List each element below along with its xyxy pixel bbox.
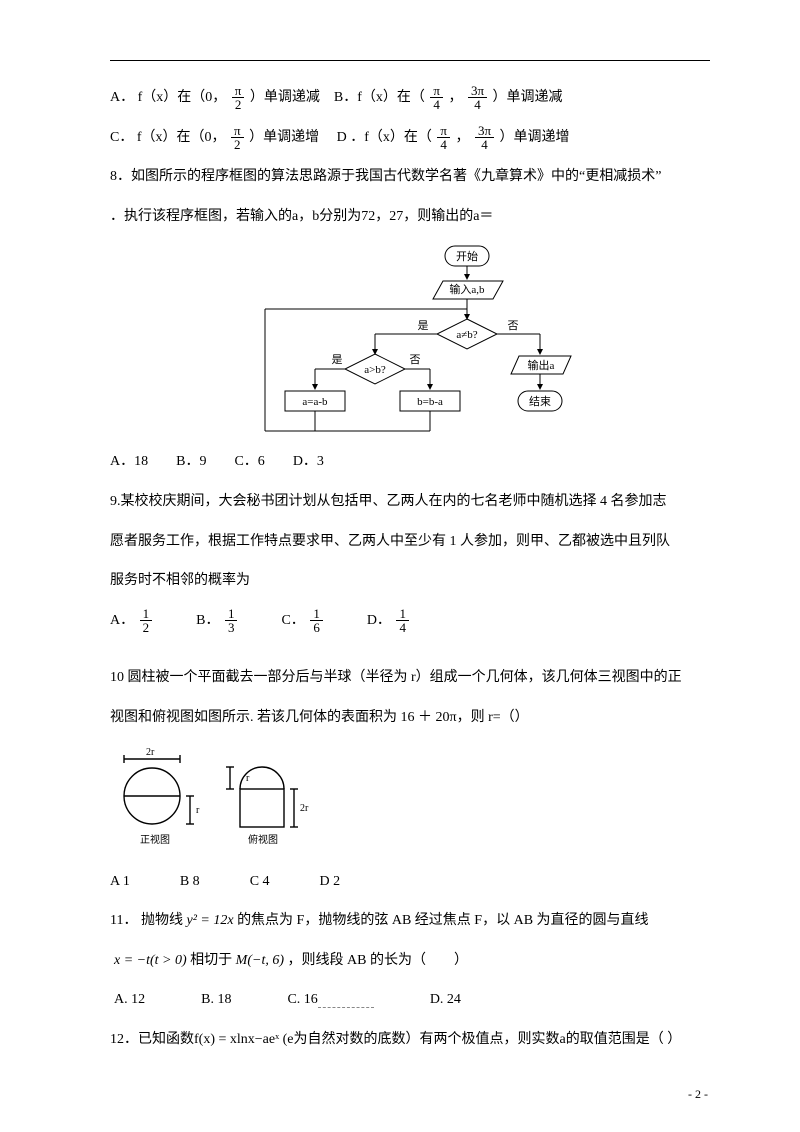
q11-optC: C. 16: [287, 983, 373, 1017]
q10-optA: A 1: [110, 865, 130, 899]
frac-3pi-4: 3π4: [468, 84, 487, 111]
q7-optC-suffix: ）单调递增: [249, 130, 319, 145]
q11-optD: D. 24: [430, 983, 461, 1017]
page-number: - 2 -: [688, 1087, 708, 1102]
flow-no1: 否: [508, 320, 519, 332]
q11-optA: A. 12: [114, 983, 145, 1017]
frac-3pi-4b: 3π4: [475, 124, 494, 151]
flow-cond2: a>b?: [364, 364, 386, 376]
q8-optA: A．18: [110, 445, 148, 479]
q11-optB: B. 18: [201, 983, 231, 1017]
flow-yes1: 是: [418, 319, 429, 332]
comma2: ，: [455, 130, 469, 145]
frac-pi-4b: π4: [437, 124, 450, 151]
q7-row2: C． f（x）在（0， π2 ）单调递增 D ．f（x）在（ π4 ， 3π4 …: [110, 121, 710, 155]
q7-optB-suffix: ）单调递减: [493, 90, 563, 105]
flow-cond1: a≠b?: [456, 329, 477, 341]
q11-line2: x = −t(t > 0) 相切于 M(−t, 6) ，则线段 AB 的长为（ …: [114, 944, 710, 978]
top-view-label: 俯视图: [248, 833, 278, 846]
q10-optD: D 2: [320, 865, 341, 899]
q10-optC: C 4: [250, 865, 270, 899]
frac-pi-2b: π2: [231, 124, 244, 151]
q11-line1: 11． 抛物线 y² = 12x 的焦点为 F，抛物线的弦 AB 经过焦点 F，…: [110, 904, 710, 938]
q12-text: 12．已知函数f(x) = xlnx−aeˣ (e为自然对数的底数）有两个极值点…: [110, 1023, 710, 1057]
q9-optC: C． 16: [281, 604, 324, 638]
q9-options: A． 12 B． 13 C． 16 D． 14: [110, 604, 710, 638]
page-content: A． f（x）在（0， π2 ）单调递减 B．f（x）在（ π4 ， 3π4 ）…: [0, 0, 800, 1103]
q7-optC-prefix: C． f（x）在（0，: [110, 130, 226, 145]
q8-optD: D．3: [293, 445, 324, 479]
q8-text2: ．执行该程序框图，若输入的a，b分别为72，27，则输出的a＝: [110, 200, 710, 234]
flow-start: 开始: [456, 249, 478, 263]
q9-optA: A． 12: [110, 604, 154, 638]
q9-text1: 9.某校校庆期间，大会秘书团计划从包括甲、乙两人在内的七名老师中随机选择 4 名…: [110, 485, 710, 519]
flow-input: 输入a,b: [449, 282, 485, 296]
q7-optD-prefix: D ．f（x）在（: [337, 130, 432, 145]
q7-optB-prefix: B．f（x）在（: [334, 90, 425, 105]
q7-optD-suffix: ）单调递增: [500, 130, 570, 145]
q9-text2: 愿者服务工作，根据工作特点要求甲、乙两人中至少有 1 人参加，则甲、乙都被选中且…: [110, 525, 710, 559]
flow-box1: a=a-b: [302, 396, 328, 408]
front-view-label: 正视图: [140, 833, 170, 846]
q11-eq: y² = 12x: [186, 913, 233, 928]
underline-dash: [318, 992, 374, 1008]
flow-no2: 否: [410, 354, 421, 366]
flow-end: 结束: [529, 395, 551, 408]
q11-options: A. 12 B. 18 C. 16 D. 24: [114, 983, 710, 1017]
q9-optD: D． 14: [367, 604, 411, 638]
svg-text:2r: 2r: [300, 803, 309, 814]
comma: ，: [448, 90, 462, 105]
q10-text1: 10 圆柱被一个平面截去一部分后与半球（半径为 r）组成一个几何体，该几何体三视…: [110, 661, 710, 695]
spacer: [110, 641, 710, 655]
flow-output: 输出a: [528, 358, 555, 372]
q7-optA-prefix: A． f（x）在（0，: [110, 90, 226, 105]
q10-text2: 视图和俯视图如图所示. 若该几何体的表面积为 16 ＋ 20π，则 r=（）: [110, 701, 710, 735]
svg-text:r: r: [196, 805, 200, 816]
q9-text3: 服务时不相邻的概率为: [110, 564, 710, 598]
frac-pi-4: π4: [430, 84, 443, 111]
svg-text:2r: 2r: [146, 747, 155, 758]
q8-optC: C．6: [234, 445, 264, 479]
flow-yes2: 是: [332, 353, 343, 366]
q9-optB: B． 13: [196, 604, 239, 638]
q8-options: A．18 B．9 C．6 D．3: [110, 445, 710, 479]
flowchart-image: 开始 输入a,b a≠b? 是 否 a>b? 是 否 a=a-b: [245, 241, 575, 441]
q10-optB: B 8: [180, 865, 200, 899]
top-rule: [110, 60, 710, 61]
q10-options: A 1 B 8 C 4 D 2: [110, 865, 710, 899]
svg-text:r: r: [246, 773, 250, 784]
q8-optB: B．9: [176, 445, 206, 479]
q8-text1: 8．如图所示的程序框图的算法思路源于我国古代数学名著《九章算术》中的“更相减损术…: [110, 160, 710, 194]
frac-pi-2: π2: [232, 84, 245, 111]
flow-box2: b=b-a: [417, 396, 443, 408]
three-view-image: 2r r 正视图 r 2r 俯视图: [110, 741, 320, 861]
q7-optA-suffix: ）单调递减: [250, 90, 320, 105]
q7-row1: A． f（x）在（0， π2 ）单调递减 B．f（x）在（ π4 ， 3π4 ）…: [110, 81, 710, 115]
